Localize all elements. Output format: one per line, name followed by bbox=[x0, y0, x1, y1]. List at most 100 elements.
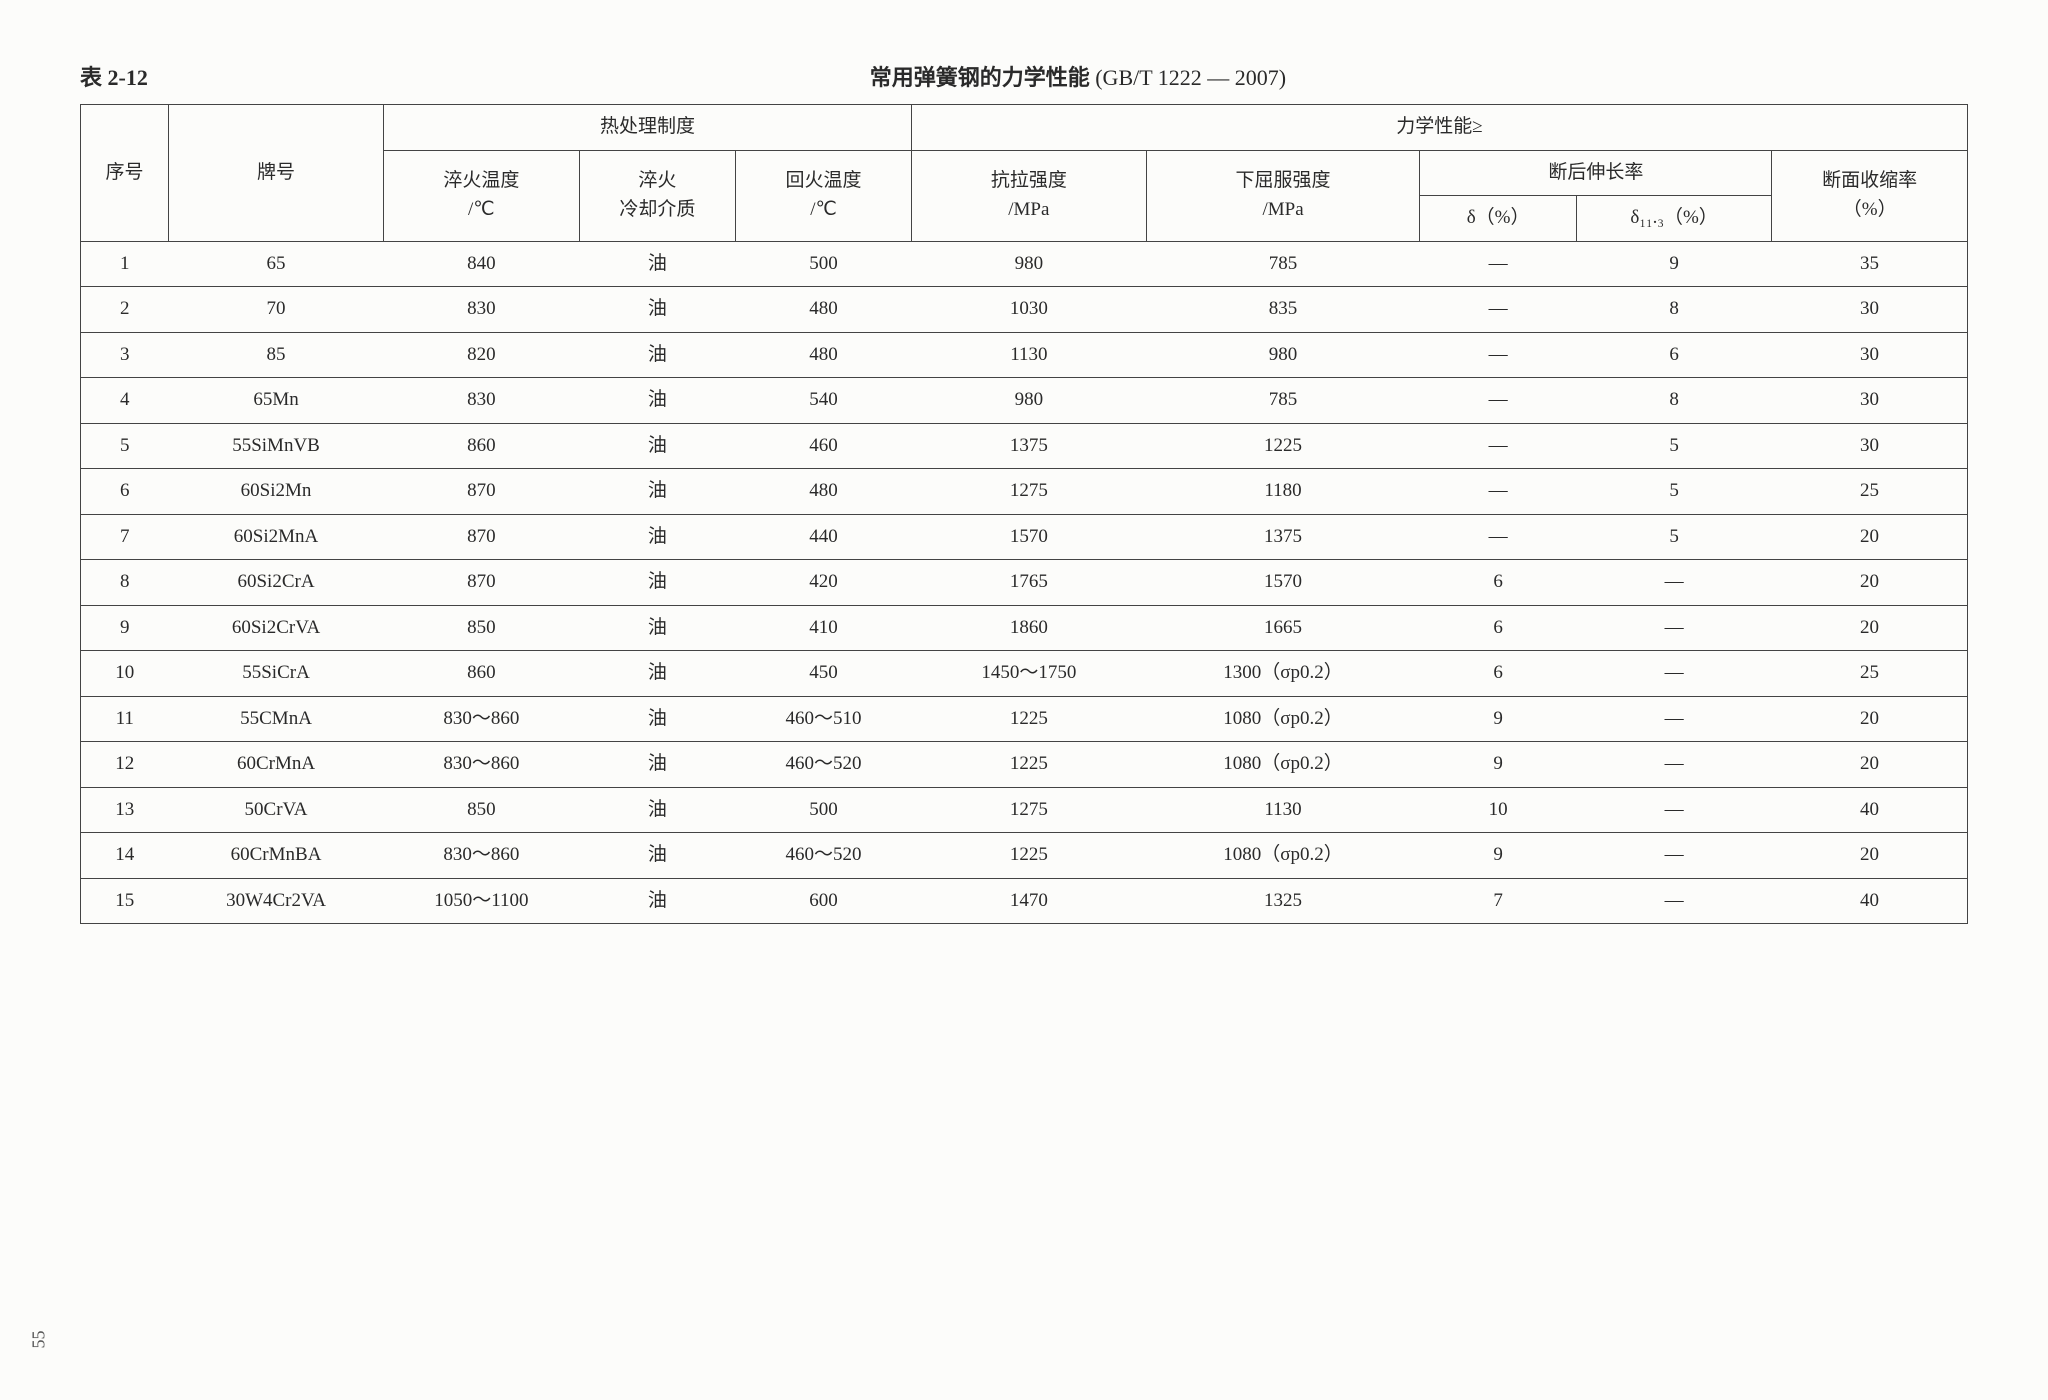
cell-ttemp: 410 bbox=[736, 605, 912, 651]
cell-d: — bbox=[1420, 287, 1576, 333]
cell-seq: 4 bbox=[81, 378, 169, 424]
cell-area: 30 bbox=[1772, 332, 1968, 378]
cell-ttemp: 460 bbox=[736, 423, 912, 469]
cell-d: 9 bbox=[1420, 696, 1576, 742]
cell-d: 10 bbox=[1420, 787, 1576, 833]
cell-seq: 9 bbox=[81, 605, 169, 651]
cell-yield: 1080（σp0.2） bbox=[1146, 742, 1420, 788]
th-quench-medium: 淬火冷却介质 bbox=[579, 150, 735, 241]
cell-tens: 1225 bbox=[912, 833, 1147, 879]
cell-qmed: 油 bbox=[579, 560, 735, 606]
cell-qmed: 油 bbox=[579, 423, 735, 469]
table-row: 1530W4Cr2VA1050～1100油600147013257—40 bbox=[81, 878, 1968, 924]
th-tensile: 抗拉强度/MPa bbox=[912, 150, 1147, 241]
cell-area: 40 bbox=[1772, 878, 1968, 924]
th-delta: δ（%） bbox=[1420, 196, 1576, 242]
table-caption-row: 表 2-12 常用弹簧钢的力学性能 (GB/T 1222 — 2007) bbox=[80, 60, 1968, 92]
cell-tens: 1130 bbox=[912, 332, 1147, 378]
cell-yield: 785 bbox=[1146, 378, 1420, 424]
cell-yield: 1665 bbox=[1146, 605, 1420, 651]
cell-qtemp: 830～860 bbox=[384, 833, 580, 879]
cell-area: 20 bbox=[1772, 742, 1968, 788]
cell-area: 20 bbox=[1772, 696, 1968, 742]
table-title: 常用弹簧钢的力学性能 (GB/T 1222 — 2007) bbox=[188, 60, 1968, 92]
cell-tens: 1375 bbox=[912, 423, 1147, 469]
cell-d11: — bbox=[1576, 560, 1772, 606]
cell-d11: — bbox=[1576, 605, 1772, 651]
cell-tens: 980 bbox=[912, 241, 1147, 287]
cell-qmed: 油 bbox=[579, 469, 735, 515]
cell-qtemp: 860 bbox=[384, 651, 580, 697]
cell-d: 6 bbox=[1420, 605, 1576, 651]
cell-ttemp: 540 bbox=[736, 378, 912, 424]
table-row: 760Si2MnA870油44015701375—520 bbox=[81, 514, 1968, 560]
cell-d: — bbox=[1420, 378, 1576, 424]
table-row: 1155CMnA830～860油460～51012251080（σp0.2）9—… bbox=[81, 696, 1968, 742]
cell-yield: 1080（σp0.2） bbox=[1146, 696, 1420, 742]
table-row: 1350CrVA850油5001275113010—40 bbox=[81, 787, 1968, 833]
table-row: 960Si2CrVA850油410186016656—20 bbox=[81, 605, 1968, 651]
table-row: 860Si2CrA870油420176515706—20 bbox=[81, 560, 1968, 606]
cell-d11: 8 bbox=[1576, 287, 1772, 333]
cell-d: — bbox=[1420, 241, 1576, 287]
cell-qtemp: 1050～1100 bbox=[384, 878, 580, 924]
cell-ttemp: 450 bbox=[736, 651, 912, 697]
cell-d11: 5 bbox=[1576, 423, 1772, 469]
th-heat-treat: 热处理制度 bbox=[384, 105, 912, 151]
cell-d11: 5 bbox=[1576, 514, 1772, 560]
th-delta113: δ₁₁.₃（%） bbox=[1576, 196, 1772, 242]
cell-yield: 1325 bbox=[1146, 878, 1420, 924]
cell-qmed: 油 bbox=[579, 605, 735, 651]
cell-ttemp: 500 bbox=[736, 241, 912, 287]
cell-d: — bbox=[1420, 423, 1576, 469]
th-area-reduction: 断面收缩率（%） bbox=[1772, 150, 1968, 241]
cell-seq: 8 bbox=[81, 560, 169, 606]
cell-d11: 8 bbox=[1576, 378, 1772, 424]
cell-qmed: 油 bbox=[579, 878, 735, 924]
table-number: 表 2-12 bbox=[80, 60, 148, 92]
cell-seq: 11 bbox=[81, 696, 169, 742]
table-row: 660Si2Mn870油48012751180—525 bbox=[81, 469, 1968, 515]
cell-area: 25 bbox=[1772, 651, 1968, 697]
cell-qmed: 油 bbox=[579, 332, 735, 378]
cell-seq: 2 bbox=[81, 287, 169, 333]
cell-seq: 14 bbox=[81, 833, 169, 879]
cell-qmed: 油 bbox=[579, 651, 735, 697]
cell-grade: 60Si2CrVA bbox=[168, 605, 383, 651]
cell-grade: 70 bbox=[168, 287, 383, 333]
cell-ttemp: 420 bbox=[736, 560, 912, 606]
cell-grade: 55SiMnVB bbox=[168, 423, 383, 469]
cell-qmed: 油 bbox=[579, 833, 735, 879]
th-quench-temp: 淬火温度/℃ bbox=[384, 150, 580, 241]
cell-qmed: 油 bbox=[579, 287, 735, 333]
cell-tens: 1570 bbox=[912, 514, 1147, 560]
th-yield: 下屈服强度/MPa bbox=[1146, 150, 1420, 241]
th-grade: 牌号 bbox=[168, 105, 383, 242]
table-row: 1260CrMnA830～860油460～52012251080（σp0.2）9… bbox=[81, 742, 1968, 788]
cell-area: 20 bbox=[1772, 560, 1968, 606]
cell-yield: 1180 bbox=[1146, 469, 1420, 515]
cell-yield: 1300（σp0.2） bbox=[1146, 651, 1420, 697]
cell-grade: 55SiCrA bbox=[168, 651, 383, 697]
cell-area: 40 bbox=[1772, 787, 1968, 833]
cell-grade: 55CMnA bbox=[168, 696, 383, 742]
cell-qtemp: 870 bbox=[384, 560, 580, 606]
cell-tens: 1030 bbox=[912, 287, 1147, 333]
cell-grade: 60CrMnA bbox=[168, 742, 383, 788]
cell-d: — bbox=[1420, 332, 1576, 378]
table-row: 1055SiCrA860油4501450～17501300（σp0.2）6—25 bbox=[81, 651, 1968, 697]
cell-d11: 9 bbox=[1576, 241, 1772, 287]
cell-grade: 60Si2MnA bbox=[168, 514, 383, 560]
cell-seq: 7 bbox=[81, 514, 169, 560]
cell-ttemp: 460～520 bbox=[736, 833, 912, 879]
cell-tens: 1275 bbox=[912, 469, 1147, 515]
cell-d11: — bbox=[1576, 696, 1772, 742]
th-mech-props: 力学性能≥ bbox=[912, 105, 1968, 151]
title-standard: (GB/T 1222 — 2007) bbox=[1090, 65, 1286, 90]
title-main: 常用弹簧钢的力学性能 bbox=[870, 65, 1090, 90]
cell-tens: 1765 bbox=[912, 560, 1147, 606]
cell-grade: 65 bbox=[168, 241, 383, 287]
table-row: 555SiMnVB860油46013751225—530 bbox=[81, 423, 1968, 469]
table-row: 270830油4801030835—830 bbox=[81, 287, 1968, 333]
cell-yield: 1570 bbox=[1146, 560, 1420, 606]
